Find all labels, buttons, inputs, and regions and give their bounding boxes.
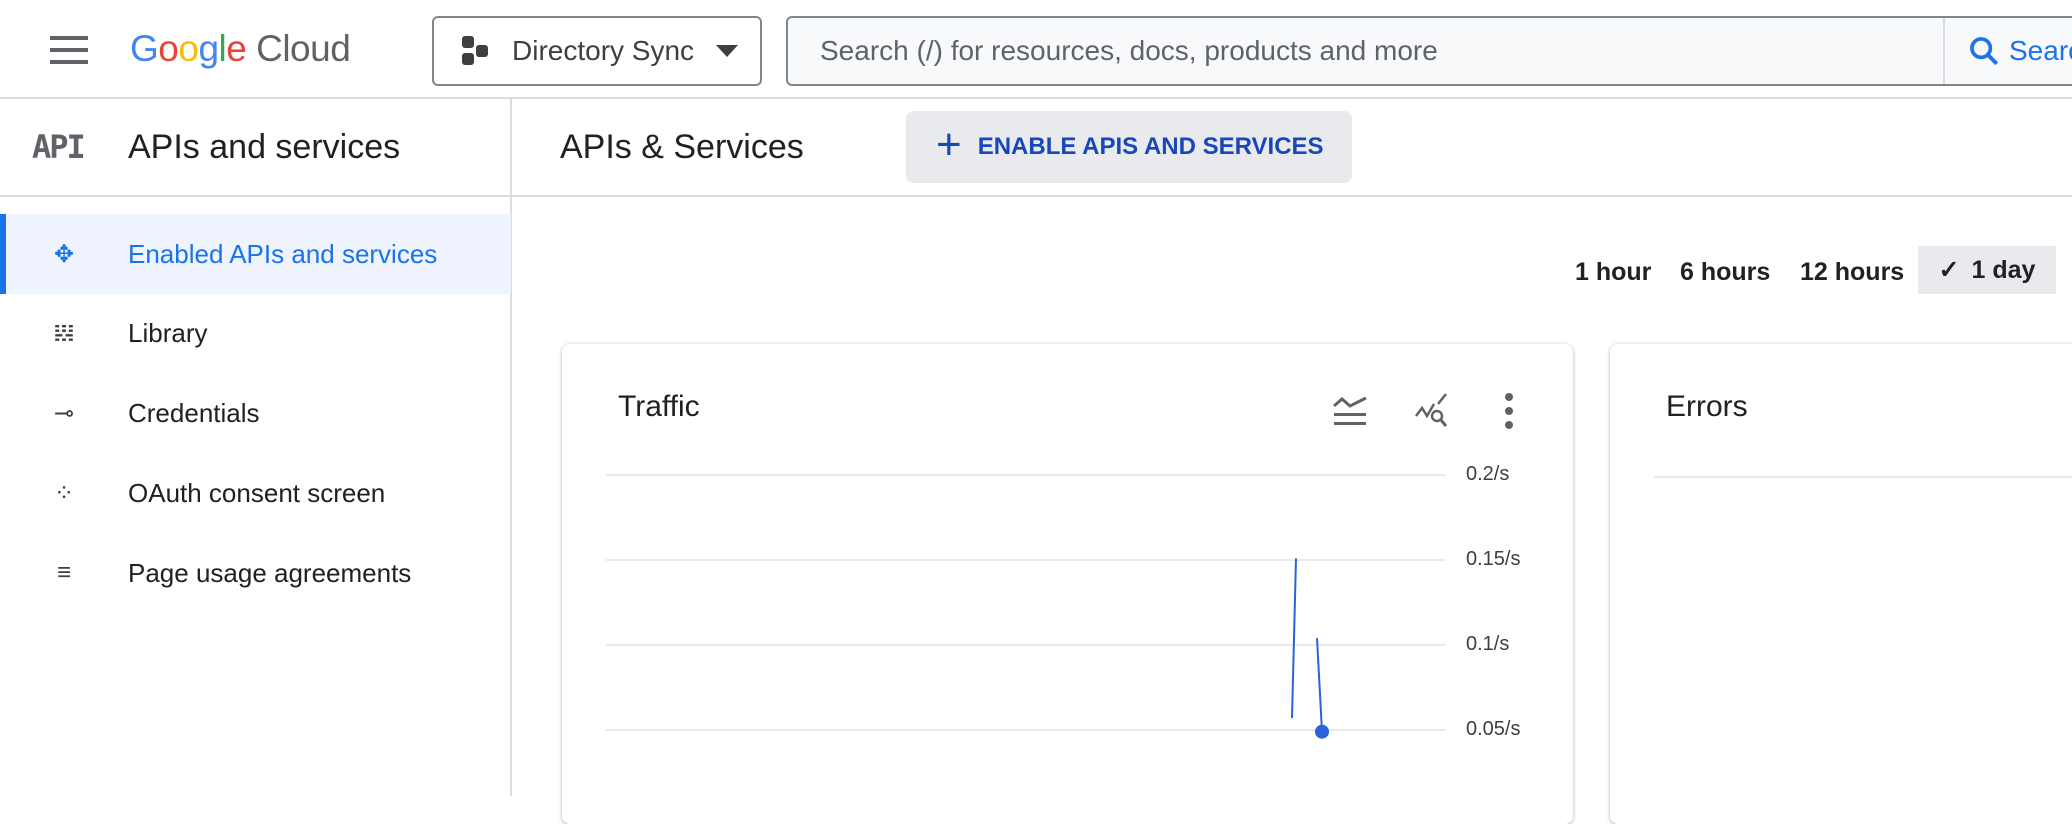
y-tick-label: 0.05/s	[1466, 718, 1521, 740]
diamond-nodes-icon: ✥	[53, 240, 75, 268]
library-icon: 𝍓	[53, 319, 75, 347]
errors-card: Errors	[1610, 344, 2072, 824]
google-cloud-logo[interactable]: Google Cloud	[130, 28, 351, 69]
search-icon	[1970, 37, 1999, 66]
search-button-label: Search	[2009, 35, 2072, 66]
range-6-hours[interactable]: 6 hours	[1680, 257, 1771, 286]
hamburger-menu-icon[interactable]	[50, 36, 88, 64]
y-tick-label: 0.15/s	[1466, 548, 1521, 570]
sidebar-item-oauth-consent[interactable]: ⁘ OAuth consent screen	[0, 453, 511, 533]
range-label: 1 day	[1971, 255, 2036, 284]
sidebar-item-label: Credentials	[128, 397, 260, 428]
more-options-icon[interactable]	[1504, 392, 1514, 430]
project-selector[interactable]: Directory Sync	[432, 16, 762, 86]
top-bar: Google Cloud Directory Sync Search	[0, 0, 2072, 99]
sidebar-item-credentials[interactable]: ⊸ Credentials	[0, 373, 511, 453]
enable-apis-label: ENABLE APIS AND SERVICES	[977, 133, 1324, 160]
range-12-hours[interactable]: 12 hours	[1800, 257, 1905, 286]
sidebar-divider	[510, 99, 512, 796]
enable-apis-button[interactable]: + ENABLE APIS AND SERVICES	[906, 111, 1352, 183]
range-1-day[interactable]: ✓ 1 day	[1918, 246, 2056, 294]
sidebar-item-label: Library	[128, 317, 208, 348]
dotted-grid-icon: ⁘	[53, 479, 75, 507]
y-tick-label: 0.2/s	[1466, 463, 1510, 485]
sidebar-title: APIs and services	[128, 127, 401, 166]
traffic-title: Traffic	[618, 390, 700, 423]
chart-plot	[1291, 558, 1329, 739]
explore-chart-icon[interactable]	[1414, 392, 1452, 430]
range-1-hour[interactable]: 1 hour	[1575, 257, 1652, 286]
sidebar-header: API APIs and services	[0, 99, 511, 197]
gridline	[606, 474, 1446, 476]
project-name: Directory Sync	[512, 35, 695, 66]
series-line-segment	[1291, 558, 1297, 719]
data-point-marker[interactable]	[1315, 724, 1329, 739]
sidebar-item-library[interactable]: 𝍓 Library	[0, 293, 511, 373]
legend-toggle-icon[interactable]	[1332, 396, 1368, 428]
errors-title: Errors	[1666, 390, 1748, 423]
gridline	[606, 644, 1446, 646]
search-button[interactable]: Search	[1943, 18, 2072, 84]
gridline	[606, 729, 1446, 731]
plus-icon: +	[936, 120, 962, 169]
sidebar-item-label: OAuth consent screen	[128, 477, 386, 508]
sidebar-item-enabled-apis[interactable]: ✥ Enabled APIs and services	[0, 214, 511, 294]
gridline	[606, 559, 1446, 561]
key-icon: ⊸	[53, 399, 75, 427]
search-input[interactable]	[788, 35, 1943, 67]
page-title: APIs & Services	[560, 127, 804, 166]
list-settings-icon: ≡	[56, 559, 71, 586]
api-icon: API	[32, 128, 86, 166]
search-bar: Search	[786, 16, 2072, 86]
check-icon: ✓	[1938, 256, 1960, 284]
series-line-segment	[1316, 638, 1323, 732]
logo-cloud-text: Cloud	[256, 28, 351, 69]
caret-down-icon	[716, 45, 739, 57]
project-icon	[460, 36, 490, 66]
traffic-card: Traffic 0.2/s 0.15/s 0.1/s 0.05/s	[562, 344, 1573, 824]
errors-gridline	[1654, 476, 2072, 478]
sidebar-item-page-usage[interactable]: ≡ Page usage agreements	[0, 533, 511, 613]
sidebar-item-label: Enabled APIs and services	[128, 238, 438, 269]
page-header: APIs & Services + ENABLE APIS AND SERVIC…	[512, 99, 2072, 197]
y-tick-label: 0.1/s	[1466, 633, 1510, 655]
sidebar-item-label: Page usage agreements	[128, 557, 412, 588]
